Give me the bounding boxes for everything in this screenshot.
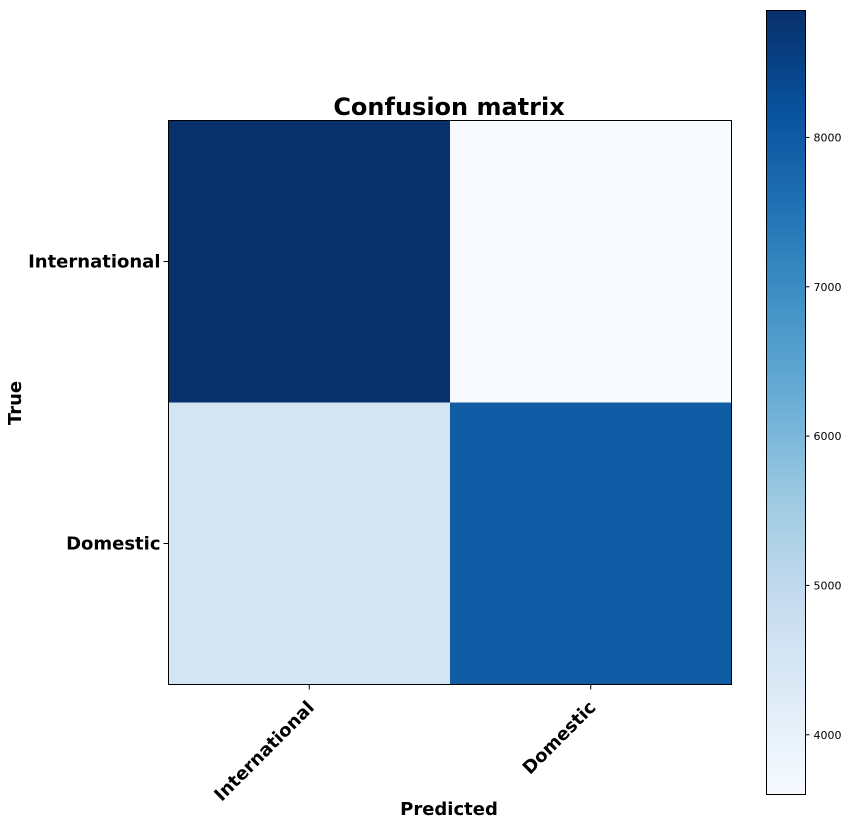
heatmap-cell-1-1 — [450, 402, 732, 685]
x-axis-ticks: International Domestic — [210, 684, 601, 806]
colorbar-tick-label: 5000 — [814, 579, 842, 592]
colorbar-tick-label: 6000 — [814, 430, 842, 443]
y-tick-label: International — [28, 252, 160, 273]
heatmap-cell-1-0 — [168, 402, 450, 685]
colorbar-tick-label: 4000 — [814, 729, 842, 742]
y-axis-label: True — [5, 381, 26, 425]
x-tick-label: Domestic — [519, 697, 601, 779]
heatmap-cell-0-0 — [168, 120, 450, 403]
colorbar-tick-label: 7000 — [814, 281, 842, 294]
y-axis-ticks: International Domestic — [28, 252, 169, 555]
x-tick-label: International — [210, 697, 318, 805]
heatmap-cell-0-1 — [450, 120, 732, 403]
y-tick-label: Domestic — [66, 534, 160, 555]
heatmap-cells — [168, 120, 732, 685]
colorbar — [766, 10, 806, 795]
colorbar-tick-label: 8000 — [814, 131, 842, 144]
colorbar-ticks: 4000 5000 6000 7000 8000 — [805, 131, 842, 742]
plot-frame — [168, 120, 732, 685]
chart-title: Confusion matrix — [333, 93, 565, 121]
x-axis-label: Predicted — [400, 799, 498, 820]
